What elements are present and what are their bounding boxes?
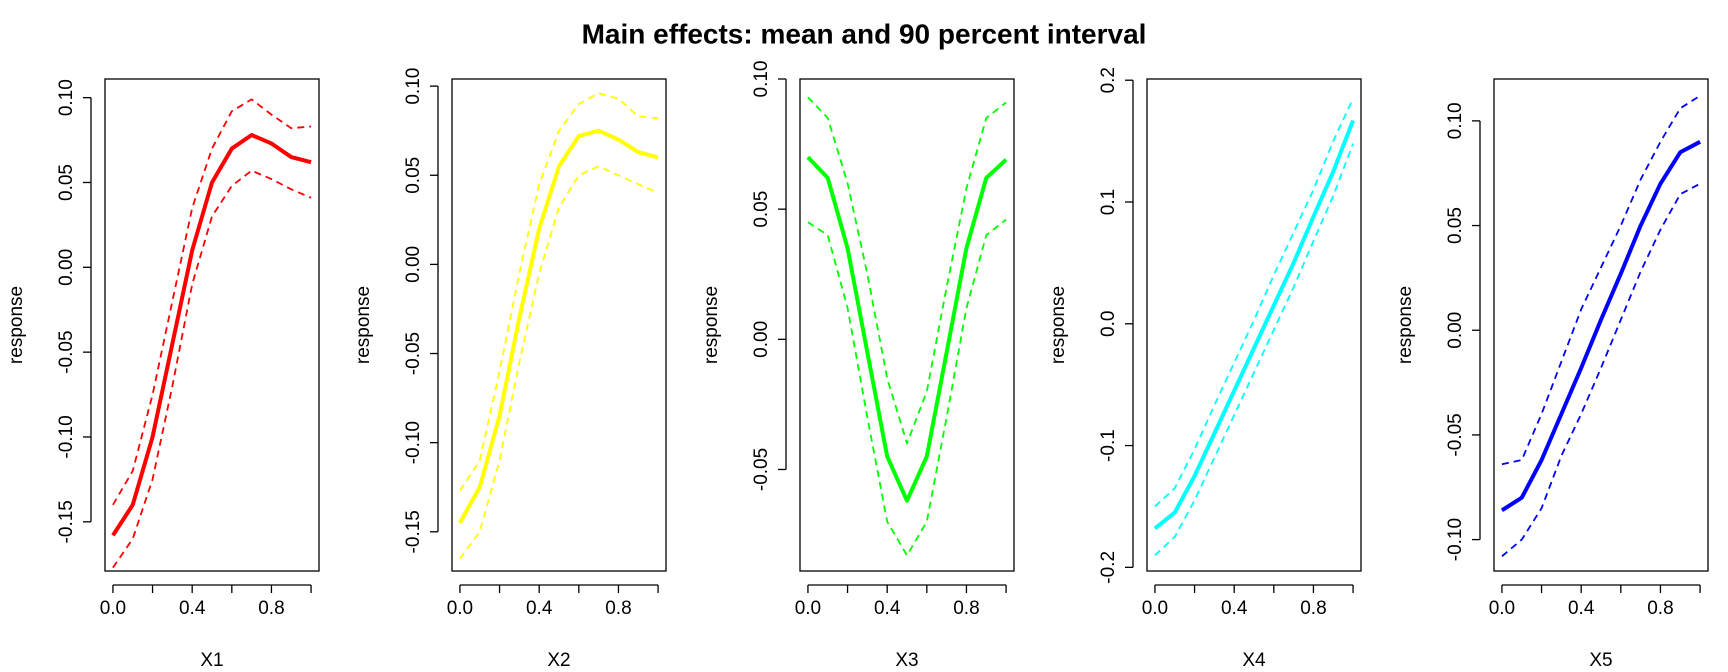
y-tick-label: -0.15: [56, 500, 77, 543]
y-tick-label: 0.05: [1445, 207, 1466, 244]
x-tick-label: 0.8: [953, 598, 979, 619]
y-axis-label: response: [353, 286, 374, 364]
x-tick-label: 0.8: [605, 598, 631, 619]
y-tick-label: -0.1: [1098, 429, 1119, 462]
mean-line: [1153, 119, 1355, 530]
y-tick-label: -0.05: [403, 332, 424, 375]
interval-line: [1501, 182, 1701, 558]
x-tick-label: 0.0: [1489, 598, 1515, 619]
plot-box: [1146, 78, 1362, 572]
y-tick-label: -0.05: [751, 448, 772, 491]
y-tick-label: 0.00: [56, 249, 77, 286]
x-tick-label: 0.0: [795, 598, 821, 619]
interval-line: [807, 218, 1007, 557]
y-axis-label: response: [1048, 286, 1069, 364]
y-tick-label: -0.2: [1098, 551, 1119, 584]
x-tick-label: 0.4: [1568, 598, 1595, 619]
x-axis-label: X1: [200, 650, 223, 671]
y-tick-label: 0.10: [751, 61, 772, 98]
x-tick-label: 0.0: [447, 598, 473, 619]
y-tick-label: -0.05: [1445, 413, 1466, 456]
y-tick-label: 0.05: [403, 157, 424, 194]
plot-box: [104, 78, 320, 572]
y-tick-label: 0.0: [1098, 311, 1119, 337]
x-axis-label: X5: [1589, 650, 1612, 671]
y-tick-label: 0.00: [751, 321, 772, 358]
x-tick-label: 0.4: [874, 598, 901, 619]
x-axis-label: X3: [895, 650, 918, 671]
y-axis-label: response: [701, 286, 722, 364]
y-tick-label: -0.10: [56, 415, 77, 458]
x-tick-label: 0.8: [258, 598, 284, 619]
x-axis-label: X4: [1242, 650, 1266, 671]
x-tick-label: 0.0: [1142, 598, 1168, 619]
y-tick-label: 0.05: [56, 164, 77, 201]
interval-line: [1501, 94, 1701, 466]
interval-line: [459, 92, 659, 492]
interval-line: [112, 169, 312, 569]
mean-line: [111, 132, 312, 537]
x-tick-label: 0.8: [1300, 598, 1326, 619]
x-tick-label: 0.4: [1221, 598, 1248, 619]
mean-line: [1500, 140, 1702, 512]
interval-line: [807, 96, 1007, 445]
y-axis-label: response: [6, 286, 27, 364]
x-tick-label: 0.0: [100, 598, 126, 619]
interval-line: [459, 165, 659, 560]
y-tick-label: 0.10: [56, 79, 77, 116]
mean-line: [806, 155, 1008, 503]
y-tick-label: -0.10: [1445, 518, 1466, 561]
y-tick-label: -0.15: [403, 510, 424, 553]
y-tick-label: 0.00: [1445, 312, 1466, 349]
interval-line: [1154, 143, 1354, 556]
plot-box: [1493, 78, 1709, 572]
interval-line: [1154, 98, 1354, 508]
plot-box: [799, 78, 1015, 572]
x-tick-label: 0.4: [526, 598, 553, 619]
x-tick-label: 0.8: [1647, 598, 1673, 619]
x-axis-label: X2: [547, 650, 570, 671]
y-tick-label: 0.2: [1098, 67, 1119, 93]
y-tick-label: 0.00: [403, 246, 424, 283]
y-tick-label: 0.05: [751, 191, 772, 228]
y-tick-label: 0.10: [1445, 102, 1466, 139]
y-tick-label: 0.1: [1098, 189, 1119, 215]
y-axis-label: response: [1395, 286, 1416, 364]
y-tick-label: -0.05: [56, 330, 77, 373]
interval-line: [112, 98, 312, 506]
y-tick-label: -0.10: [403, 421, 424, 464]
mean-line: [458, 128, 659, 524]
figure-title: Main effects: mean and 90 percent interv…: [582, 18, 1147, 49]
x-tick-label: 0.4: [179, 598, 206, 619]
plot-box: [451, 78, 667, 572]
y-tick-label: 0.10: [403, 68, 424, 105]
